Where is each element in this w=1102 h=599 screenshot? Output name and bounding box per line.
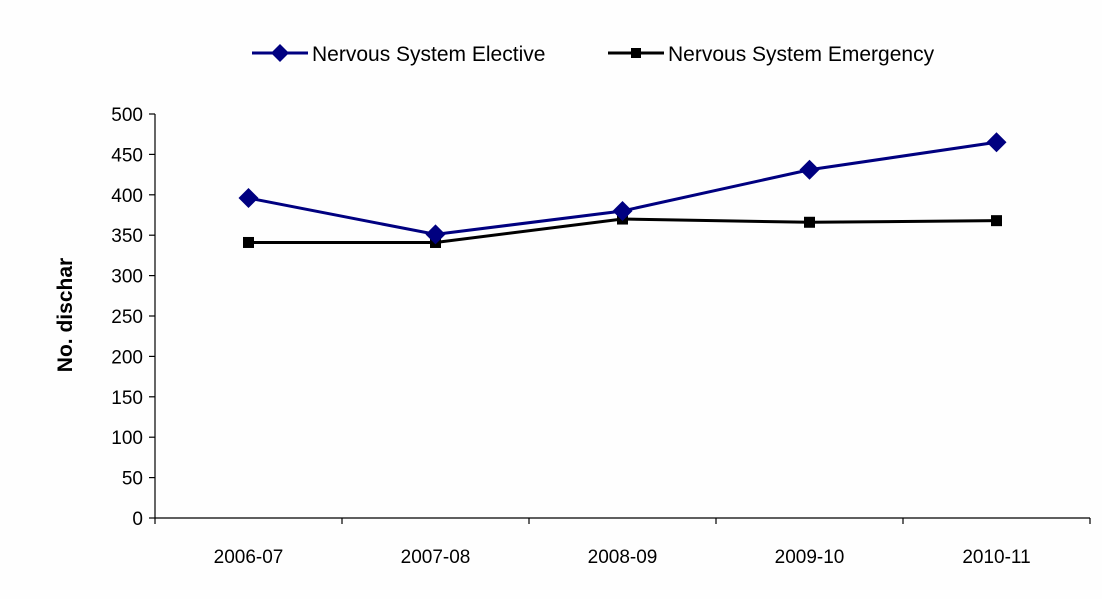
data-point	[804, 216, 815, 228]
y-tick-label: 100	[111, 428, 143, 449]
y-tick-label: 300	[111, 267, 143, 288]
data-point	[612, 200, 633, 221]
y-tick-label: 400	[111, 186, 143, 207]
legend-item-emergency: Nervous System Emergency	[608, 43, 935, 66]
y-tick-label: 450	[111, 145, 143, 166]
legend-label-emergency: Nervous System Emergency	[668, 43, 935, 66]
axes	[154, 114, 1090, 519]
y-tick-label: 200	[111, 347, 143, 368]
y-tick-label: 150	[111, 388, 143, 409]
x-ticks: 2006-07 2007-08 2008-09 2009-10 2010-11	[154, 518, 1091, 568]
data-point	[991, 215, 1002, 227]
y-tick-label: 250	[111, 307, 143, 328]
y-tick-label: 50	[122, 469, 143, 490]
y-tick-label: 0	[132, 509, 143, 530]
legend: Nervous System Elective Nervous System E…	[252, 43, 935, 66]
legend-marker-elective	[271, 44, 289, 62]
y-tick-label: 350	[111, 226, 143, 247]
y-ticks: 0 50 100 150 200 250 300 350 400 450 500	[111, 105, 155, 530]
data-point	[986, 132, 1007, 153]
data-point	[238, 188, 259, 209]
series-elective	[238, 132, 1007, 245]
legend-item-elective: Nervous System Elective	[252, 43, 545, 66]
x-tick-label: 2008-09	[588, 547, 658, 568]
data-point	[243, 236, 254, 248]
x-tick-label: 2009-10	[775, 547, 845, 568]
series-group	[238, 132, 1007, 248]
y-tick-label: 500	[111, 105, 143, 126]
data-point	[425, 224, 446, 245]
data-point	[799, 159, 820, 180]
legend-label-elective: Nervous System Elective	[312, 43, 545, 66]
legend-marker-emergency	[631, 48, 641, 58]
y-axis-label: No. dischar	[54, 258, 77, 372]
x-tick-label: 2007-08	[401, 547, 471, 568]
x-tick-label: 2006-07	[214, 547, 284, 568]
x-tick-label: 2010-11	[962, 547, 1030, 568]
